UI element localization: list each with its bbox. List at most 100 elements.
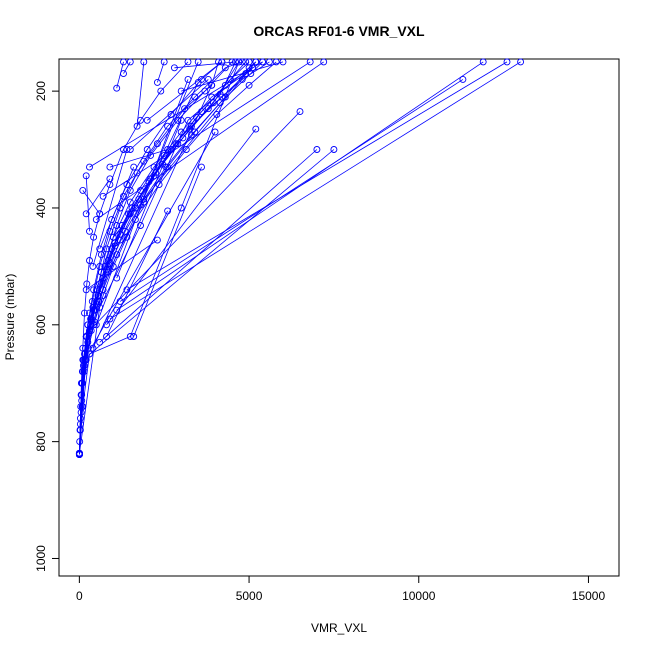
data-point-36-1	[126, 58, 134, 66]
data-point-10-1	[76, 426, 84, 434]
data-point-40-0	[89, 262, 97, 270]
data-point-3-10	[181, 105, 189, 113]
data-point-14-11	[226, 75, 234, 83]
data-point-7-6	[137, 186, 144, 194]
x-axis-label: VMR_VXL	[311, 621, 367, 635]
data-point-9-5	[113, 251, 121, 259]
data-point-15-1	[211, 128, 219, 136]
data-point-33-0	[130, 333, 138, 340]
data-point-35-0	[137, 201, 144, 209]
series-line-19	[106, 210, 168, 337]
data-point-26-1	[503, 58, 511, 66]
series-line-47	[174, 61, 236, 69]
data-point-9-9	[213, 111, 221, 118]
data-point-33-1	[198, 163, 205, 171]
data-point-45-0	[143, 116, 151, 124]
series-line-50	[79, 61, 240, 455]
data-point-41-1	[130, 163, 138, 171]
data-point-6-10	[238, 75, 246, 83]
data-point-12-4	[111, 242, 119, 250]
series-line-1	[79, 61, 223, 455]
series-line-25	[119, 79, 464, 302]
data-point-29-0	[92, 216, 100, 224]
data-point-1-10	[167, 111, 175, 118]
data-point-17-0	[86, 309, 93, 317]
data-point-9-11	[272, 58, 280, 66]
series-line-36	[123, 61, 131, 74]
data-point-39-0	[153, 78, 161, 86]
data-point-27-1	[517, 58, 525, 66]
data-point-38-0	[133, 122, 141, 130]
series-line-26	[126, 61, 508, 291]
series-line-43	[82, 190, 101, 215]
data-point-10-6	[99, 292, 107, 300]
data-point-25-1	[459, 75, 467, 83]
y-tick-label-1: 400	[34, 198, 48, 218]
data-point-3-6	[103, 245, 110, 253]
data-point-7-7	[160, 151, 168, 159]
data-point-9-7	[155, 181, 163, 189]
data-point-46-0	[177, 87, 185, 95]
data-point-45-1	[218, 58, 226, 66]
data-point-12-8	[193, 113, 200, 121]
data-point-4-7	[126, 186, 134, 194]
data-point-0-7	[86, 257, 93, 264]
data-point-43-0	[79, 186, 87, 194]
points-layer	[75, 58, 525, 458]
series-line-35	[140, 61, 199, 206]
data-point-10-12	[221, 93, 229, 101]
data-point-19-0	[103, 333, 110, 340]
series-line-33	[133, 166, 202, 337]
data-point-13-5	[140, 195, 148, 203]
series-line-39	[157, 61, 165, 83]
data-point-26-0	[123, 286, 131, 294]
data-point-32-0	[106, 163, 114, 171]
data-point-1-7	[108, 216, 116, 224]
data-point-51-2	[137, 222, 144, 229]
series-line-40	[92, 149, 128, 267]
series-line-49	[112, 61, 257, 238]
data-point-20-1	[153, 236, 161, 244]
data-point-2-12	[238, 58, 246, 66]
data-point-24-1	[252, 125, 260, 133]
data-point-6-4	[96, 280, 104, 288]
plot-frame	[58, 58, 620, 577]
data-point-0-11	[120, 146, 127, 153]
data-point-28-0	[113, 306, 121, 314]
data-point-14-7	[131, 204, 139, 212]
data-point-16-0	[89, 344, 97, 352]
y-axis-label: Pressure (mbar)	[3, 274, 17, 361]
data-point-18-1	[184, 75, 192, 83]
data-point-17-1	[194, 78, 202, 86]
x-tick-label-0: 0	[76, 589, 83, 603]
series-line-2	[79, 61, 243, 454]
data-point-39-1	[160, 58, 168, 66]
series-line-28	[116, 61, 484, 311]
data-point-13-8	[216, 99, 224, 107]
data-point-0-14	[184, 58, 192, 66]
y-tick-label-2: 600	[34, 314, 48, 334]
data-point-27-0	[106, 315, 114, 323]
data-point-2-6	[106, 227, 114, 235]
data-point-41-0	[96, 245, 104, 253]
data-point-47-0	[170, 64, 178, 72]
data-point-9-10	[245, 81, 253, 89]
series-line-24	[106, 128, 257, 326]
data-point-51-3	[184, 116, 192, 124]
data-point-21-0	[79, 356, 87, 364]
data-point-44-1	[86, 227, 93, 235]
data-point-14-1	[78, 391, 86, 399]
data-point-47-1	[232, 58, 239, 66]
data-point-2-8	[140, 157, 148, 165]
y-tick-label-0: 200	[34, 81, 48, 101]
data-point-43-1	[96, 210, 104, 218]
data-point-0-12	[137, 116, 144, 124]
data-point-0-8	[90, 233, 98, 241]
series-line-21	[82, 149, 335, 361]
data-point-40-1	[123, 146, 131, 153]
data-point-34-1	[177, 116, 185, 124]
data-point-12-1	[82, 333, 90, 340]
series-line-22	[99, 149, 318, 343]
data-point-7-5	[118, 222, 126, 229]
data-point-20-0	[82, 286, 90, 294]
